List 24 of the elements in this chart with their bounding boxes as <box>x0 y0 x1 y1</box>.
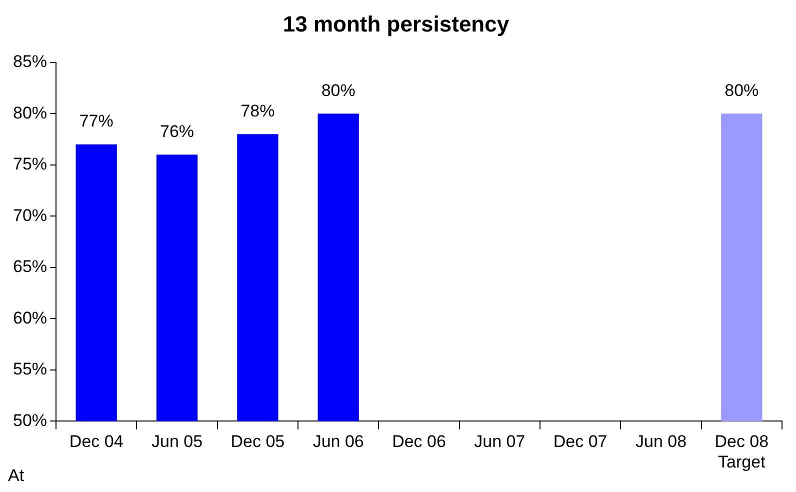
x-tick-label: Dec 04 <box>69 432 124 452</box>
x-tick-label: Dec 05 <box>230 432 285 452</box>
y-tick-label: 50% <box>12 410 48 430</box>
y-tick-label: 60% <box>12 308 48 328</box>
text: At <box>8 466 24 486</box>
data-label: 80% <box>724 80 759 100</box>
x-tick-label: Jun 05 <box>151 432 203 452</box>
data-label: 77% <box>79 112 114 131</box>
y-tick-label: 85% <box>12 52 48 72</box>
y-tick-label: 70% <box>12 206 48 225</box>
data-label: 80% <box>321 80 356 100</box>
chart-title: 13 month persistency <box>282 11 510 36</box>
x-tick-label: Jun 08 <box>635 432 687 452</box>
data-label: 76% <box>160 122 194 141</box>
x-tick-label: Jun 07 <box>474 432 526 452</box>
y-tick-label: 65% <box>12 257 48 276</box>
x-tick-label: Dec 08 Target <box>714 432 769 472</box>
y-tick-label: 55% <box>12 360 48 379</box>
x-tick-label: Jun 06 <box>312 432 364 452</box>
data-label: 78% <box>240 101 275 120</box>
y-tick-label: 80% <box>12 103 48 122</box>
x-tick-label: Dec 06 <box>392 432 446 452</box>
y-tick-label: 75% <box>12 154 48 174</box>
x-tick-label: Dec 07 <box>553 432 608 452</box>
